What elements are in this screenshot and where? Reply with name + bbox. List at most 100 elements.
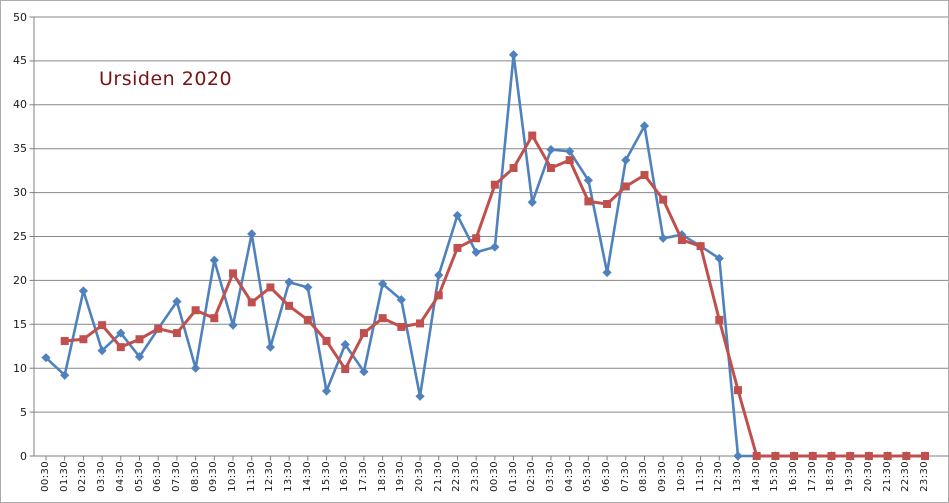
x-tick-label: 08:30 xyxy=(638,461,650,492)
x-tick-label: 05:30 xyxy=(582,461,594,492)
square-marker xyxy=(303,315,312,324)
diamond-marker xyxy=(60,370,70,380)
diamond-marker xyxy=(565,146,575,156)
x-tick-label: 09:30 xyxy=(208,461,220,492)
y-tick-label: 40 xyxy=(13,98,27,112)
square-marker xyxy=(696,242,705,251)
diamond-marker xyxy=(621,155,631,165)
square-marker xyxy=(659,195,668,204)
diamond-marker xyxy=(733,451,743,461)
y-tick-label: 50 xyxy=(13,10,27,24)
x-tick-label: 17:30 xyxy=(806,461,818,492)
diamond-marker xyxy=(97,346,107,356)
x-tick-label: 18:30 xyxy=(825,461,837,492)
x-tick-label: 14:30 xyxy=(301,461,313,492)
chart-title: Ursiden 2020 xyxy=(99,68,233,90)
x-tick-label: 04:30 xyxy=(563,461,575,492)
x-tick-label: 16:30 xyxy=(339,461,351,492)
diamond-marker xyxy=(415,391,425,401)
x-tick-label: 06:30 xyxy=(152,461,164,492)
square-marker xyxy=(116,343,125,352)
square-marker xyxy=(921,452,929,460)
diamond-marker xyxy=(508,50,519,60)
x-tick-label: 20:30 xyxy=(862,461,874,492)
x-tick-label: 23:30 xyxy=(470,461,482,492)
diamond-marker xyxy=(247,229,257,239)
diamond-marker xyxy=(116,328,126,338)
diamond-marker xyxy=(471,247,481,257)
red-square-moving-average-series-markers xyxy=(60,131,929,460)
square-marker xyxy=(453,243,462,252)
square-marker xyxy=(98,321,107,330)
blue-diamond-series-line xyxy=(44,53,927,458)
square-marker xyxy=(285,301,294,310)
square-marker xyxy=(397,322,406,331)
diamond-marker xyxy=(134,352,145,362)
square-marker xyxy=(191,306,200,315)
square-marker xyxy=(359,329,368,338)
x-tick-label: 07:30 xyxy=(170,461,182,492)
diamond-marker xyxy=(378,279,388,289)
square-marker xyxy=(584,197,593,206)
diamond-marker xyxy=(490,242,500,252)
x-tick-label: 03:30 xyxy=(96,461,108,492)
x-tick-label: 01:30 xyxy=(58,461,70,492)
gridlines xyxy=(29,16,948,457)
square-marker xyxy=(154,324,163,333)
y-tick-label: 35 xyxy=(13,142,27,156)
x-tick-label: 09:30 xyxy=(657,461,669,492)
square-marker xyxy=(528,131,537,140)
diamond-marker xyxy=(434,270,444,280)
x-tick-label: 15:30 xyxy=(320,461,332,492)
diamond-marker xyxy=(41,353,51,363)
x-tick-label: 11:30 xyxy=(245,461,257,492)
square-marker xyxy=(378,314,387,323)
x-tick-label: 20:30 xyxy=(414,461,426,492)
x-tick-label: 02:30 xyxy=(526,461,538,492)
square-marker xyxy=(808,452,817,460)
x-tick-label: 17:30 xyxy=(357,461,369,492)
x-tick-label: 10:30 xyxy=(675,461,687,492)
y-tick-label: 5 xyxy=(20,405,27,419)
x-tick-label: 22:30 xyxy=(451,461,463,492)
x-tick-label: 13:30 xyxy=(731,461,743,492)
square-marker xyxy=(902,452,911,460)
x-tick-label: 01:30 xyxy=(507,461,519,492)
x-tick-label: 23:30 xyxy=(919,461,930,492)
x-tick-label: 07:30 xyxy=(619,461,631,492)
square-marker xyxy=(752,452,761,460)
square-marker xyxy=(733,386,742,395)
square-marker xyxy=(864,452,873,460)
x-tick-label: 00:30 xyxy=(40,461,51,492)
y-tick-label: 20 xyxy=(13,273,27,287)
square-marker xyxy=(790,452,799,460)
square-marker xyxy=(472,234,481,243)
square-marker xyxy=(715,315,724,324)
diamond-marker xyxy=(583,175,593,185)
square-marker xyxy=(640,171,649,180)
x-tick-label: 06:30 xyxy=(601,461,613,492)
diamond-marker xyxy=(321,386,332,396)
square-marker xyxy=(79,335,88,344)
x-tick-label: 13:30 xyxy=(283,461,295,492)
x-tick-label: 03:30 xyxy=(544,461,556,492)
x-tick-label: 12:30 xyxy=(264,461,276,492)
diamond-marker xyxy=(546,144,556,155)
x-tick-label: 00:30 xyxy=(488,461,500,492)
diamond-marker xyxy=(602,267,612,278)
square-marker xyxy=(266,283,275,292)
square-marker xyxy=(172,329,181,338)
diamond-marker xyxy=(452,210,463,221)
x-tick-label: 04:30 xyxy=(114,461,126,492)
x-tick-label: 02:30 xyxy=(77,461,89,492)
y-tick-label: 10 xyxy=(13,361,27,375)
square-marker xyxy=(677,236,686,245)
diamond-marker xyxy=(527,197,537,207)
diamond-marker xyxy=(658,233,668,243)
y-tick-label: 0 xyxy=(20,449,27,463)
square-marker xyxy=(490,180,499,189)
x-tick-label: 19:30 xyxy=(844,461,856,492)
diamond-marker xyxy=(639,121,650,131)
diamond-marker xyxy=(340,339,350,350)
